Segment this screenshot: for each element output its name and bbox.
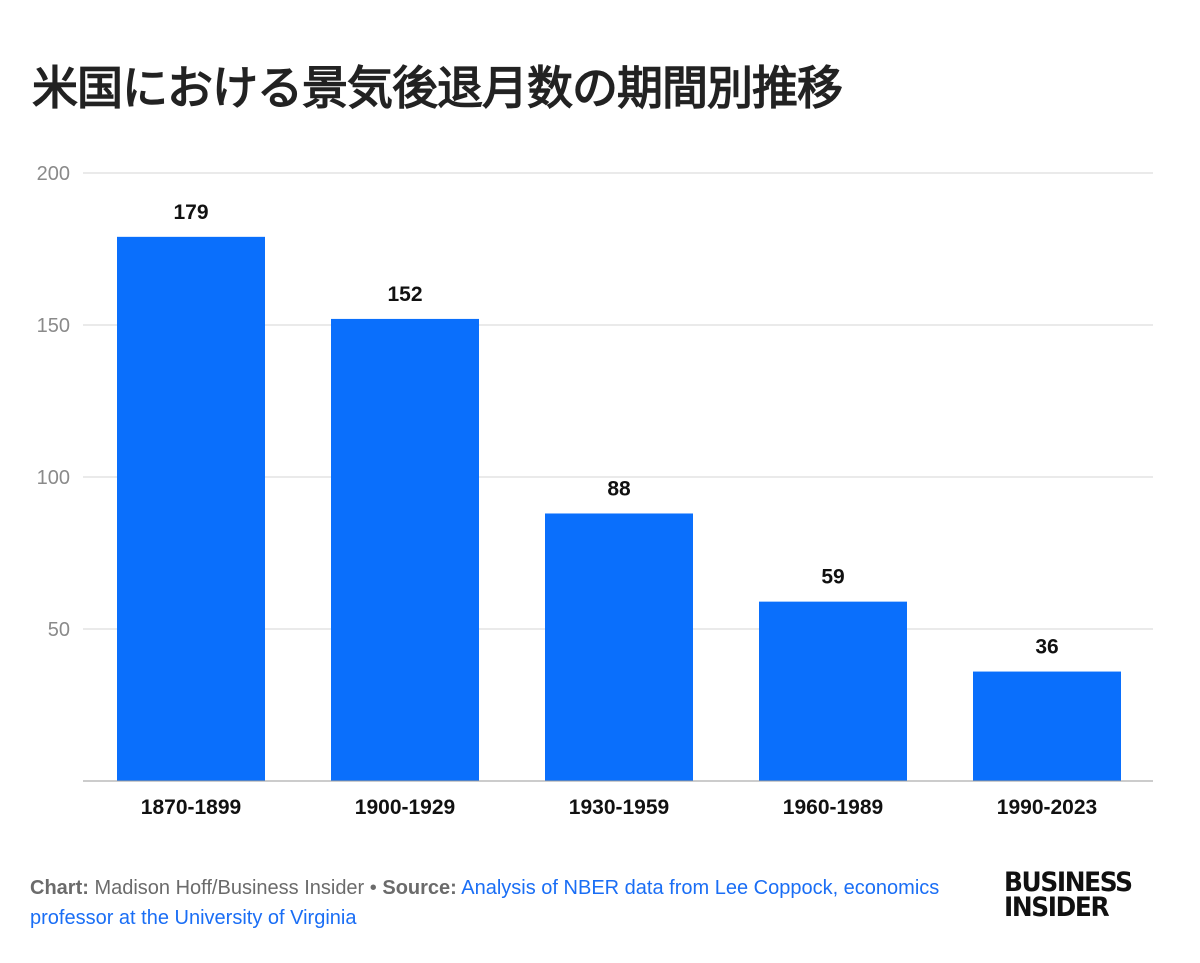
chart-label: Chart: <box>30 877 89 899</box>
bar <box>545 513 693 781</box>
bar <box>117 236 265 782</box>
x-tick-label: 1900-1929 <box>355 796 455 819</box>
logo-line-2: INSIDER <box>1004 892 1110 923</box>
y-tick-label: 100 <box>37 467 70 489</box>
y-tick-label: 150 <box>37 315 70 337</box>
business-insider-logo: BUSINESS INSIDER <box>1004 867 1133 923</box>
x-tick-label: 1930-1959 <box>569 796 669 819</box>
y-tick-label: 50 <box>48 619 70 641</box>
data-label: 59 <box>821 566 844 589</box>
data-label: 179 <box>173 201 208 224</box>
x-tick-label: 1990-2023 <box>997 796 1097 819</box>
chart-credit: Madison Hoff/Business Insider <box>94 877 365 899</box>
x-tick-label: 1960-1989 <box>783 796 883 819</box>
data-label: 152 <box>387 283 422 306</box>
chart-footer: Chart: Madison Hoff/Business Insider • S… <box>30 873 990 933</box>
source-label: Source: <box>382 877 457 899</box>
data-label: 88 <box>607 477 631 500</box>
bar <box>973 671 1121 781</box>
x-tick-label: 1870-1899 <box>141 796 241 819</box>
source-link[interactable]: Analysis of NBER data from Lee Coppock, … <box>30 877 940 929</box>
bar <box>759 601 907 781</box>
separator: • <box>369 877 377 899</box>
bar <box>331 318 479 781</box>
chart-title: 米国における景気後退月数の期間別推移 <box>32 61 843 115</box>
logo-line-1: BUSINESS <box>1004 867 1133 898</box>
data-label: 36 <box>1035 636 1058 659</box>
y-tick-label: 200 <box>37 163 70 185</box>
